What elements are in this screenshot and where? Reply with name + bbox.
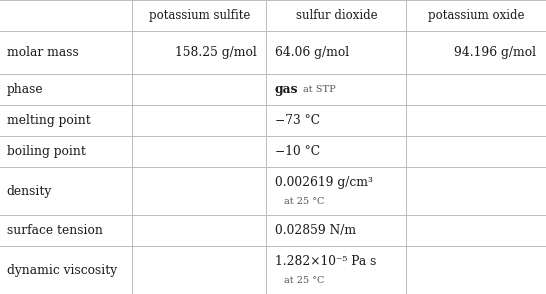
Text: 158.25 g/mol: 158.25 g/mol — [175, 46, 257, 59]
Text: potassium oxide: potassium oxide — [428, 9, 524, 22]
Text: −73 °C: −73 °C — [275, 114, 319, 127]
Text: −10 °C: −10 °C — [275, 145, 319, 158]
Text: sulfur dioxide: sulfur dioxide — [295, 9, 377, 22]
Text: at 25 °C: at 25 °C — [284, 197, 325, 206]
Text: 1.282×10⁻⁵ Pa s: 1.282×10⁻⁵ Pa s — [275, 255, 376, 268]
Text: potassium sulfite: potassium sulfite — [149, 9, 250, 22]
Text: boiling point: boiling point — [7, 145, 85, 158]
Text: 64.06 g/mol: 64.06 g/mol — [275, 46, 349, 59]
Text: surface tension: surface tension — [7, 224, 103, 237]
Text: 0.002619 g/cm³: 0.002619 g/cm³ — [275, 176, 372, 189]
Text: dynamic viscosity: dynamic viscosity — [7, 264, 117, 277]
Text: 0.02859 N/m: 0.02859 N/m — [275, 224, 356, 237]
Text: melting point: melting point — [7, 114, 90, 127]
Text: density: density — [7, 185, 52, 198]
Text: at STP: at STP — [303, 85, 336, 94]
Text: molar mass: molar mass — [7, 46, 78, 59]
Text: gas: gas — [275, 83, 298, 96]
Text: at 25 °C: at 25 °C — [284, 276, 325, 285]
Text: phase: phase — [7, 83, 43, 96]
Text: 94.196 g/mol: 94.196 g/mol — [454, 46, 536, 59]
